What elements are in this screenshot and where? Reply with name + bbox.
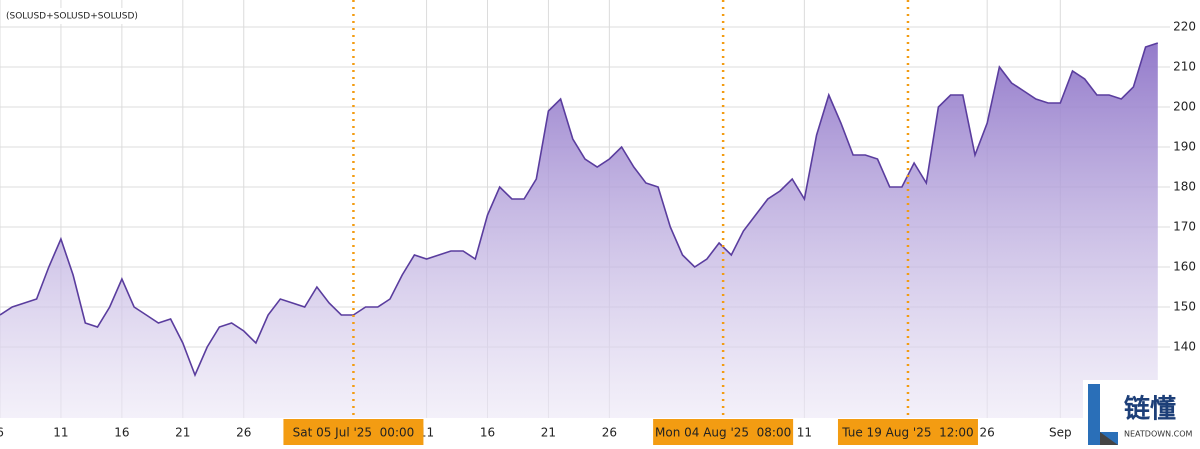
legend-text: (SOLUSD+SOLUSD+SOLUSD)	[6, 12, 138, 22]
y-tick-label: 160	[1173, 260, 1196, 274]
x-tick-label: 6	[0, 426, 4, 440]
legend-box	[3, 8, 127, 24]
watermark-logo	[1088, 384, 1118, 445]
marker-label: Tue 19 Aug '25 12:00	[841, 426, 973, 440]
y-tick-label: 210	[1173, 60, 1196, 74]
x-tick-label: 16	[114, 426, 129, 440]
y-tick-label: 140	[1173, 340, 1196, 354]
x-tick-label: Sep	[1049, 426, 1072, 440]
plot	[0, 42, 1159, 418]
watermark-text: 链懂	[1124, 394, 1176, 425]
watermark: 链懂 NEATDOWN.COM	[1083, 380, 1200, 449]
y-tick-label: 180	[1173, 180, 1196, 194]
y-tick-label: 220	[1173, 20, 1196, 34]
marker-label: Mon 04 Aug '25 08:00	[655, 426, 791, 440]
x-tick-label: 21	[541, 426, 556, 440]
x-tick-label: 26	[980, 426, 995, 440]
y-tick-label: 200	[1173, 100, 1196, 114]
x-tick-label: 26	[602, 426, 617, 440]
y-tick-label: 190	[1173, 140, 1196, 154]
x-tick-label: 11	[797, 426, 812, 440]
x-tick-label: 16	[480, 426, 495, 440]
line	[0, 42, 1159, 378]
marker-label-box	[653, 419, 794, 445]
watermark-logo-shade	[1100, 432, 1118, 445]
watermark-sub: NEATDOWN.COM	[1124, 430, 1193, 439]
marker-label-box	[837, 419, 978, 445]
x-tick-label: 11	[53, 426, 68, 440]
marker-label-box	[283, 419, 424, 445]
x-tick-label: 26	[236, 426, 251, 440]
area	[0, 43, 1158, 418]
marker-label: Sat 05 Jul '25 00:00	[293, 426, 415, 440]
x-tick-label: 21	[175, 426, 190, 440]
y-tick-label: 150	[1173, 300, 1196, 314]
y-tick-label: 170	[1173, 220, 1196, 234]
